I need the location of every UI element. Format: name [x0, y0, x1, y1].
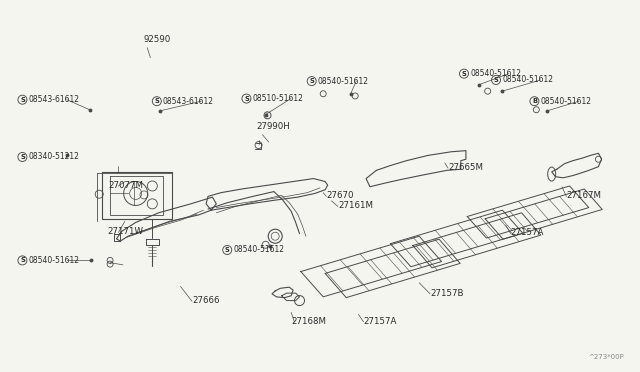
Text: 08540-51612: 08540-51612 — [28, 256, 79, 265]
Text: S: S — [244, 96, 249, 102]
Text: 92590: 92590 — [143, 35, 171, 44]
Text: 08510-51612: 08510-51612 — [252, 94, 303, 103]
Text: 27665M: 27665M — [448, 163, 483, 172]
Text: 08540-51612: 08540-51612 — [502, 76, 553, 84]
Text: 08540-51612: 08540-51612 — [540, 97, 591, 106]
Text: 08543-61612: 08543-61612 — [28, 95, 79, 104]
Text: 27161M: 27161M — [338, 201, 373, 210]
Text: 27157B: 27157B — [430, 289, 463, 298]
Text: S: S — [225, 247, 230, 253]
Text: 27077M: 27077M — [109, 181, 144, 190]
Text: 27666: 27666 — [192, 296, 220, 305]
Text: 08540-51612: 08540-51612 — [317, 77, 369, 86]
Text: 08540-51612: 08540-51612 — [470, 69, 521, 78]
Text: S: S — [20, 154, 25, 160]
Text: 27157A: 27157A — [364, 317, 397, 326]
Text: 27670: 27670 — [326, 191, 354, 200]
Text: B: B — [532, 98, 537, 104]
Text: S: S — [20, 257, 25, 263]
Text: 08543-61612: 08543-61612 — [163, 97, 214, 106]
Text: S: S — [493, 77, 499, 83]
Text: 27157A: 27157A — [511, 228, 544, 237]
Text: S: S — [20, 97, 25, 103]
Text: S: S — [461, 71, 467, 77]
Text: S: S — [154, 98, 159, 104]
Text: S: S — [309, 78, 314, 84]
Text: 08340-51212: 08340-51212 — [28, 153, 79, 161]
Text: 27167M: 27167M — [566, 191, 602, 200]
Text: 08540-51612: 08540-51612 — [233, 246, 284, 254]
Text: 27990H: 27990H — [256, 122, 290, 131]
Text: 27168M: 27168M — [291, 317, 326, 326]
Text: ^273*00P: ^273*00P — [588, 354, 624, 360]
Text: 27171W: 27171W — [108, 227, 143, 236]
